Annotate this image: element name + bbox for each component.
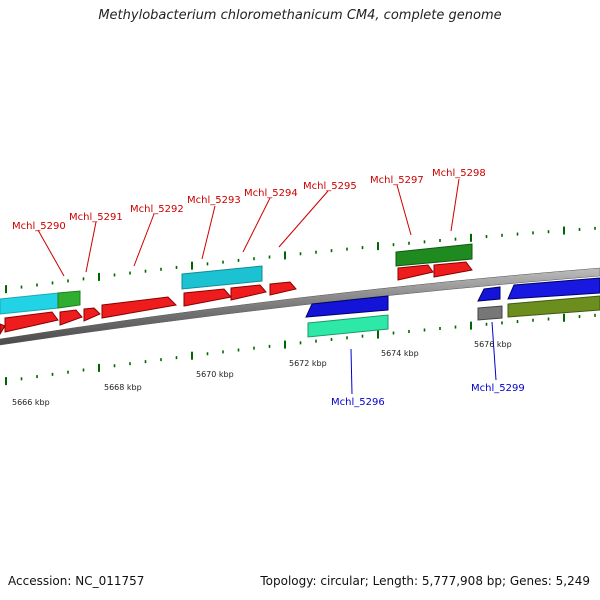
- gene-label: Mchl_5291: [69, 212, 123, 223]
- gene-feature-cyan: [181, 265, 263, 290]
- scale-label: 5674 kbp: [381, 349, 419, 358]
- gene-arrow-red: [433, 261, 473, 278]
- gene-label: Mchl_5294: [244, 188, 298, 199]
- gene-arrow-blue: [305, 295, 389, 318]
- bottom-label-leaders: [350, 321, 497, 395]
- gene-label: Mchl_5297: [370, 175, 424, 186]
- gene-arrow-red: [183, 288, 232, 307]
- outer-tick-marks: [5, 226, 596, 294]
- gene-label: Mchl_5299: [471, 383, 525, 394]
- gene-label: Mchl_5298: [432, 168, 486, 179]
- gene-label: Mchl_5293: [187, 195, 241, 206]
- gene-arrow-red: [230, 284, 267, 301]
- top-gene-labels: Mchl_5290 Mchl_5291 Mchl_5292 Mchl_5293 …: [12, 168, 486, 232]
- forward-inner-features[interactable]: [0, 261, 473, 335]
- gene-arrow-red: [101, 296, 178, 319]
- gene-arrow-red: [83, 307, 101, 322]
- reverse-features[interactable]: [305, 277, 600, 338]
- scale-label: 5668 kbp: [104, 383, 142, 392]
- gene-feature-aquamarine: [307, 314, 389, 338]
- gene-label: Mchl_5296: [331, 397, 385, 408]
- gene-arrow-blue: [507, 277, 600, 300]
- top-label-leaders: [37, 178, 460, 277]
- scale-labels: 5666 kbp 5668 kbp 5670 kbp 5672 kbp 5674…: [12, 340, 512, 407]
- gene-arrow-red: [269, 281, 297, 296]
- genome-summary-text: Topology: circular; Length: 5,777,908 bp…: [260, 574, 590, 588]
- gene-feature-olive: [507, 295, 600, 318]
- accession-text: Accession: NC_011757: [8, 574, 145, 588]
- map-title: Methylobacterium chloromethanicum CM4, c…: [98, 8, 502, 23]
- gene-feature-gray: [477, 305, 503, 321]
- gene-arrow-red: [4, 311, 59, 333]
- gene-label: Mchl_5292: [130, 204, 184, 215]
- genome-backbone: [0, 267, 600, 346]
- gene-arrow-blue: [477, 286, 501, 302]
- gene-label: Mchl_5290: [12, 221, 66, 232]
- forward-outer-features[interactable]: [0, 243, 473, 315]
- gene-arrow-red: [397, 264, 434, 281]
- inner-tick-marks: [5, 313, 596, 386]
- bottom-gene-labels: Mchl_5296 Mchl_5299: [331, 383, 525, 408]
- gene-feature-cyan: [0, 292, 59, 315]
- gene-feature-green: [57, 290, 81, 309]
- gene-arrow-red: [59, 309, 83, 326]
- scale-label: 5666 kbp: [12, 398, 50, 407]
- scale-label: 5676 kbp: [474, 340, 512, 349]
- gene-arrow-red: [0, 323, 6, 335]
- scale-label: 5670 kbp: [196, 370, 234, 379]
- gene-label: Mchl_5295: [303, 181, 357, 192]
- scale-label: 5672 kbp: [289, 359, 327, 368]
- gene-feature-darkgreen: [395, 243, 473, 267]
